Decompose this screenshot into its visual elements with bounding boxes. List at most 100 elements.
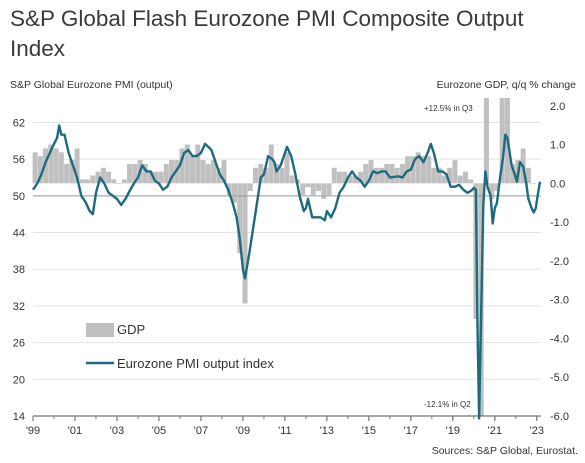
gdp-bar [95,171,101,184]
left-tick-label: 14 [13,411,25,423]
left-tick-label: 26 [13,338,25,350]
gdp-bar [483,98,489,184]
gdp-bar [263,167,269,184]
source-note: Sources: S&P Global, Eurostat. [431,445,578,457]
gdp-bar [399,163,405,184]
gdp-bar [468,179,474,184]
gdp-bar [452,160,458,184]
gdp-bar [284,152,290,184]
x-tick-label: '09 [236,425,250,437]
gdp-bar [148,171,154,184]
gdp-bar [258,163,264,184]
gdp-bar [289,175,295,184]
right-tick-label: 1.0 [550,140,565,152]
gdp-bar [321,183,327,199]
x-tick-label: '13 [320,425,334,437]
gdp-bar [420,156,426,184]
legend-pmi-label: Eurozone PMI output index [117,356,274,371]
gdp-bar [163,163,169,184]
x-tick-label: '03 [110,425,124,437]
left-tick-label: 44 [13,228,25,240]
gdp-bars [32,98,537,416]
x-tick-label: '21 [488,425,502,437]
gdp-bar [499,98,505,184]
gdp-bar [132,163,138,184]
gdp-bar [69,160,75,184]
axes: 62 56 50 44 38 32 26 20 14 2.0 1.0 0.0 -1.0 -2.0 -3.0 -… [13,101,569,437]
gdp-bar [279,167,285,184]
x-tick-label: '11 [278,425,292,437]
pmi-line [32,124,542,420]
gdp-bar [494,183,500,192]
x-tick-label: '05 [152,425,166,437]
gdp-bar [342,171,348,184]
gdp-bar [525,167,531,184]
gdp-bar [389,163,395,184]
gdp-bar [447,167,453,184]
right-axis-title: Eurozone GDP, q/q % change [436,79,576,91]
gdp-bar [347,175,353,184]
gdp-bar [195,144,201,184]
x-tick-label: '15 [362,425,376,437]
right-tick-label: -6.0 [550,411,569,423]
gdp-bar [336,171,342,184]
right-tick-label: -1.0 [550,217,569,229]
left-tick-label: 62 [13,117,25,129]
annotation-bottom: -12.1% in Q2 [424,400,471,409]
right-tick-label: -5.0 [550,372,569,384]
left-tick-label: 56 [13,154,25,166]
gdp-bar [153,171,159,184]
gdp-bar [200,160,206,184]
gdp-bar [326,183,332,195]
x-tick-label: '99 [26,425,40,437]
gdp-bar [100,167,106,184]
left-tick-label: 32 [13,301,25,313]
gdp-bar [184,144,190,184]
left-tick-label: 50 [13,191,25,203]
gdp-bar [462,171,468,184]
annotations: +12.5% in Q3 -12.1% in Q2 [424,104,473,409]
legend-gdp-label: GDP [117,322,145,337]
gdp-bar [352,175,358,184]
gdp-bar [247,183,253,192]
right-tick-label: -4.0 [550,333,569,345]
gdp-bar [121,179,127,184]
right-tick-label: -3.0 [550,295,569,307]
right-tick-label: -2.0 [550,256,569,268]
gdp-bar [32,152,38,184]
gdp-bar [179,148,185,184]
gdp-bar [510,163,516,184]
chart-title: S&P Global Flash Eurozone PMI Composite … [10,6,524,61]
gdp-bar [378,167,384,184]
gdp-bar [363,163,369,184]
left-tick-label: 38 [13,264,25,276]
gdp-bar [457,175,463,184]
gdp-bar [426,156,432,184]
gdp-bar [158,171,164,184]
annotation-top: +12.5% in Q3 [424,104,473,113]
gdp-bar [142,163,148,184]
x-tick-label: '07 [194,425,208,437]
gdp-bar [300,183,306,195]
gdp-bar [441,175,447,184]
gdp-bar [205,163,211,184]
gdp-bar [357,171,363,184]
gdp-bar [74,148,80,184]
x-tick-label: '17 [404,425,418,437]
gdp-bar [64,163,70,184]
gdp-bar [58,152,64,184]
gdp-bar [79,179,85,184]
x-tick-label: '23 [530,425,544,437]
gdp-bar [190,156,196,184]
gdp-bar [305,183,311,188]
gdp-bar [253,167,259,184]
gdp-bar [85,179,91,184]
x-tick-label: '19 [446,425,460,437]
x-tick-label: '01 [68,425,82,437]
left-axis-title: S&P Global Eurozone PMI (output) [10,79,173,91]
gdp-bar [373,167,379,184]
gdp-bar [111,179,117,184]
gdp-bar [211,160,217,184]
gdp-bar [331,167,337,184]
